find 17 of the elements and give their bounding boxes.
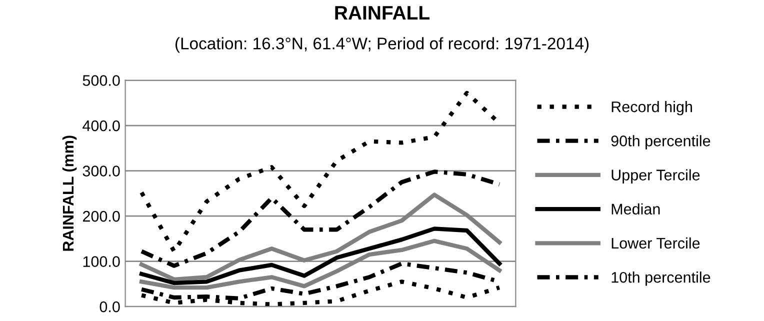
y-axis-title: RAINFALL (mm) [62, 136, 77, 251]
y-tick-label: 300.0 [82, 166, 120, 176]
legend-label: 90th percentile [611, 135, 710, 150]
y-tick-label: 500.0 [82, 75, 120, 86]
legend-label: 10th percentile [612, 272, 710, 286]
chart-title: RAINFALL [335, 6, 430, 20]
y-tick-label: 200.0 [82, 210, 120, 222]
chart-subtitle: (Location: 16.3°N, 61.4°W; Period of record: 1971-2014) [175, 37, 589, 53]
line-series [139, 226, 502, 286]
legend-label: Median [612, 203, 660, 215]
legend-label: Record high [612, 101, 692, 116]
line-series [139, 170, 502, 268]
y-tick-label: 400.0 [82, 120, 120, 132]
y-tick-label: 100.0 [83, 256, 120, 267]
legend-label: Upper Tercile [612, 169, 700, 184]
y-tick-label: 0.0 [100, 301, 120, 312]
legend-label: Lower Tercile [612, 237, 700, 249]
